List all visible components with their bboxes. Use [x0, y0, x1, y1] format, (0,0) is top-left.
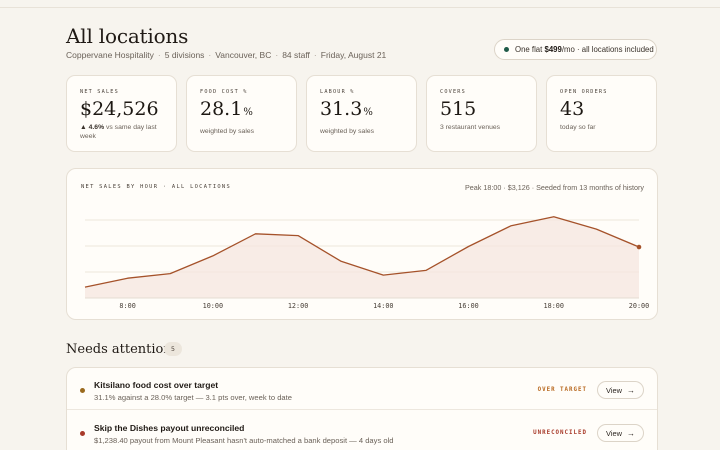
data-point-end [636, 244, 642, 250]
chart-title: NET SALES BY HOUR · ALL LOCATIONS [81, 184, 231, 190]
arrow-right-icon: → [626, 385, 635, 395]
sales-chart-card: NET SALES BY HOUR · ALL LOCATIONS Peak 1… [66, 168, 658, 320]
kpi-value: 31.3% [320, 98, 373, 120]
alert-title: Skip the Dishes payout unreconciled [94, 423, 245, 433]
kpi-food-cost[interactable]: FOOD COST % 28.1% weighted by sales [186, 75, 297, 152]
arrow-right-icon: → [626, 428, 635, 438]
status-badge: OVER TARGET [537, 387, 587, 393]
status-dot-icon [80, 388, 85, 393]
x-tick-label: 10:00 [203, 302, 223, 310]
kpi-note: weighted by sales [200, 128, 255, 135]
view-button[interactable]: View → [597, 424, 644, 442]
separator: · [208, 50, 212, 60]
staff-count: 84 staff [282, 50, 310, 60]
kpi-value: $24,526 [80, 98, 159, 120]
view-button-label: View [606, 385, 622, 395]
separator: · [313, 50, 317, 60]
kpi-note: weighted by sales [320, 128, 375, 135]
needs-attention-title: Needs attention [66, 342, 172, 357]
plan-price: $499 [544, 45, 562, 54]
x-tick-label: 12:00 [288, 302, 308, 310]
city: Vancouver, BC [215, 50, 272, 60]
alert-description: $1,238.40 payout from Mount Pleasant has… [94, 436, 394, 445]
kpi-value: 28.1% [200, 98, 253, 120]
list-item[interactable]: Kitsilano food cost over target 31.1% ag… [67, 368, 657, 410]
x-tick-label: 8:00 [119, 302, 135, 310]
kpi-value: 43 [560, 98, 585, 120]
kpi-net-sales[interactable]: NET SALES $24,526 ▲ 4.6% vs same day las… [66, 75, 177, 152]
series-line [84, 216, 640, 288]
kpi-note: 3 restaurant venues [440, 124, 501, 131]
kpi-label: LABOUR % [320, 89, 355, 95]
kpi-value: 515 [440, 98, 477, 120]
separator: · [275, 50, 279, 60]
series-area [85, 216, 639, 298]
kpi-note: today so far [560, 124, 596, 131]
kpi-note: ▲ 4.6% vs same day last week [80, 124, 157, 140]
x-tick-label: 16:00 [458, 302, 478, 310]
kpi-labour[interactable]: LABOUR % 31.3% weighted by sales [306, 75, 417, 152]
kpi-label: NET SALES [80, 89, 119, 95]
view-button[interactable]: View → [597, 381, 644, 399]
kpi-label: OPEN ORDERS [560, 89, 608, 95]
list-item[interactable]: Skip the Dishes payout unreconciled $1,2… [67, 411, 657, 450]
view-button-label: View [606, 428, 622, 438]
x-tick-label: 20:00 [629, 302, 649, 310]
kpi-label: FOOD COST % [200, 89, 248, 95]
x-tick-label: 14:00 [373, 302, 393, 310]
alert-description: 31.1% against a 28.0% target — 3.1 pts o… [94, 393, 292, 402]
x-tick-label: 18:00 [544, 302, 564, 310]
kpi-row: NET SALES $24,526 ▲ 4.6% vs same day las… [66, 75, 658, 152]
plan-pill[interactable]: One flat $499/mo · all locations include… [494, 39, 657, 60]
attention-list: Kitsilano food cost over target 31.1% ag… [66, 367, 658, 450]
page-title: All locations [66, 24, 189, 48]
kpi-label: COVERS [440, 89, 466, 95]
division-count: 5 divisions [164, 50, 205, 60]
page-subtitle: Coppervane Hospitality · 5 divisions · V… [66, 50, 386, 60]
alert-title: Kitsilano food cost over target [94, 380, 219, 390]
needs-attention-count: 5 [164, 342, 182, 356]
separator: · [157, 50, 161, 60]
status-dot-icon [504, 47, 509, 52]
current-date: Friday, August 21 [320, 50, 387, 60]
kpi-delta: ▲ 4.6% [80, 124, 105, 131]
company-name: Coppervane Hospitality [66, 50, 154, 60]
plan-text: One flat $499/mo · all locations include… [515, 45, 654, 54]
top-divider [0, 7, 720, 8]
kpi-covers[interactable]: COVERS 515 3 restaurant venues [426, 75, 537, 152]
status-dot-icon [80, 431, 85, 436]
sales-chart: 8:00 10:00 12:00 14:00 16:00 18:00 20:00 [84, 216, 649, 310]
status-badge: UNRECONCILED [533, 430, 587, 436]
kpi-open-orders[interactable]: OPEN ORDERS 43 today so far [546, 75, 657, 152]
chart-meta: Peak 18:00 · $3,126 · Seeded from 13 mon… [465, 183, 644, 192]
